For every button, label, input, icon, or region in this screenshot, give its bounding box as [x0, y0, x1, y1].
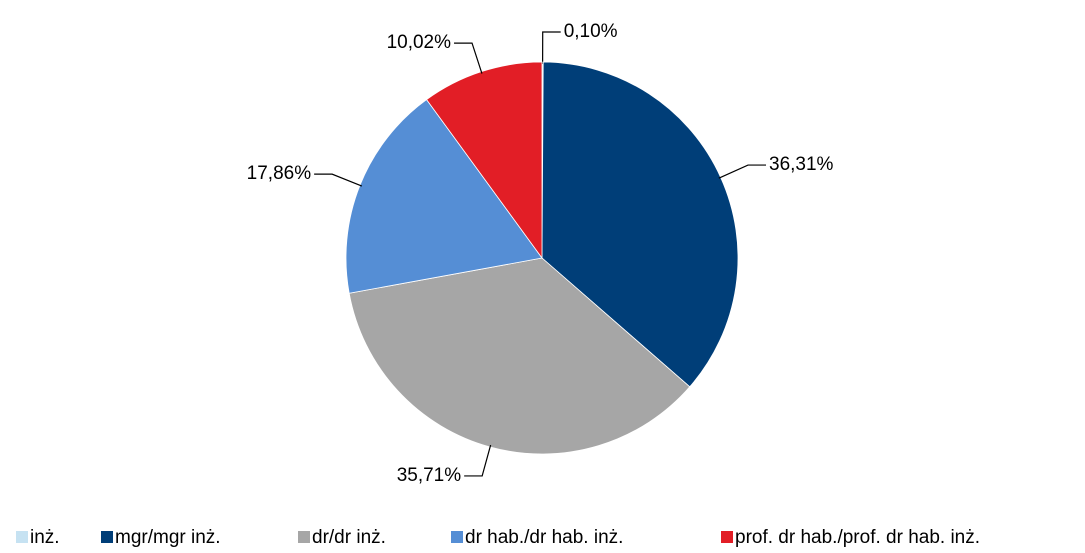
leader-line	[718, 164, 767, 179]
legend-swatch	[16, 531, 28, 543]
leader-line	[454, 42, 483, 74]
legend-label: prof. dr hab./prof. dr hab. inż.	[735, 527, 980, 548]
data-label: 35,71%	[397, 465, 462, 486]
leader-line	[542, 31, 561, 65]
legend-swatch	[451, 531, 463, 543]
data-label: 36,31%	[769, 154, 834, 175]
legend-swatch	[101, 531, 113, 543]
data-label: 0,10%	[564, 21, 618, 42]
legend-swatch	[298, 531, 310, 543]
leader-line	[314, 173, 363, 187]
legend-label: inż.	[30, 527, 60, 548]
legend-label: dr/dr inż.	[312, 527, 386, 548]
legend-label: mgr/mgr inż.	[115, 527, 221, 548]
data-label: 17,86%	[247, 163, 312, 184]
data-label: 10,02%	[387, 32, 452, 53]
leader-line	[464, 444, 492, 477]
legend-label: dr hab./dr hab. inż.	[465, 527, 623, 548]
legend-swatch	[721, 531, 733, 543]
